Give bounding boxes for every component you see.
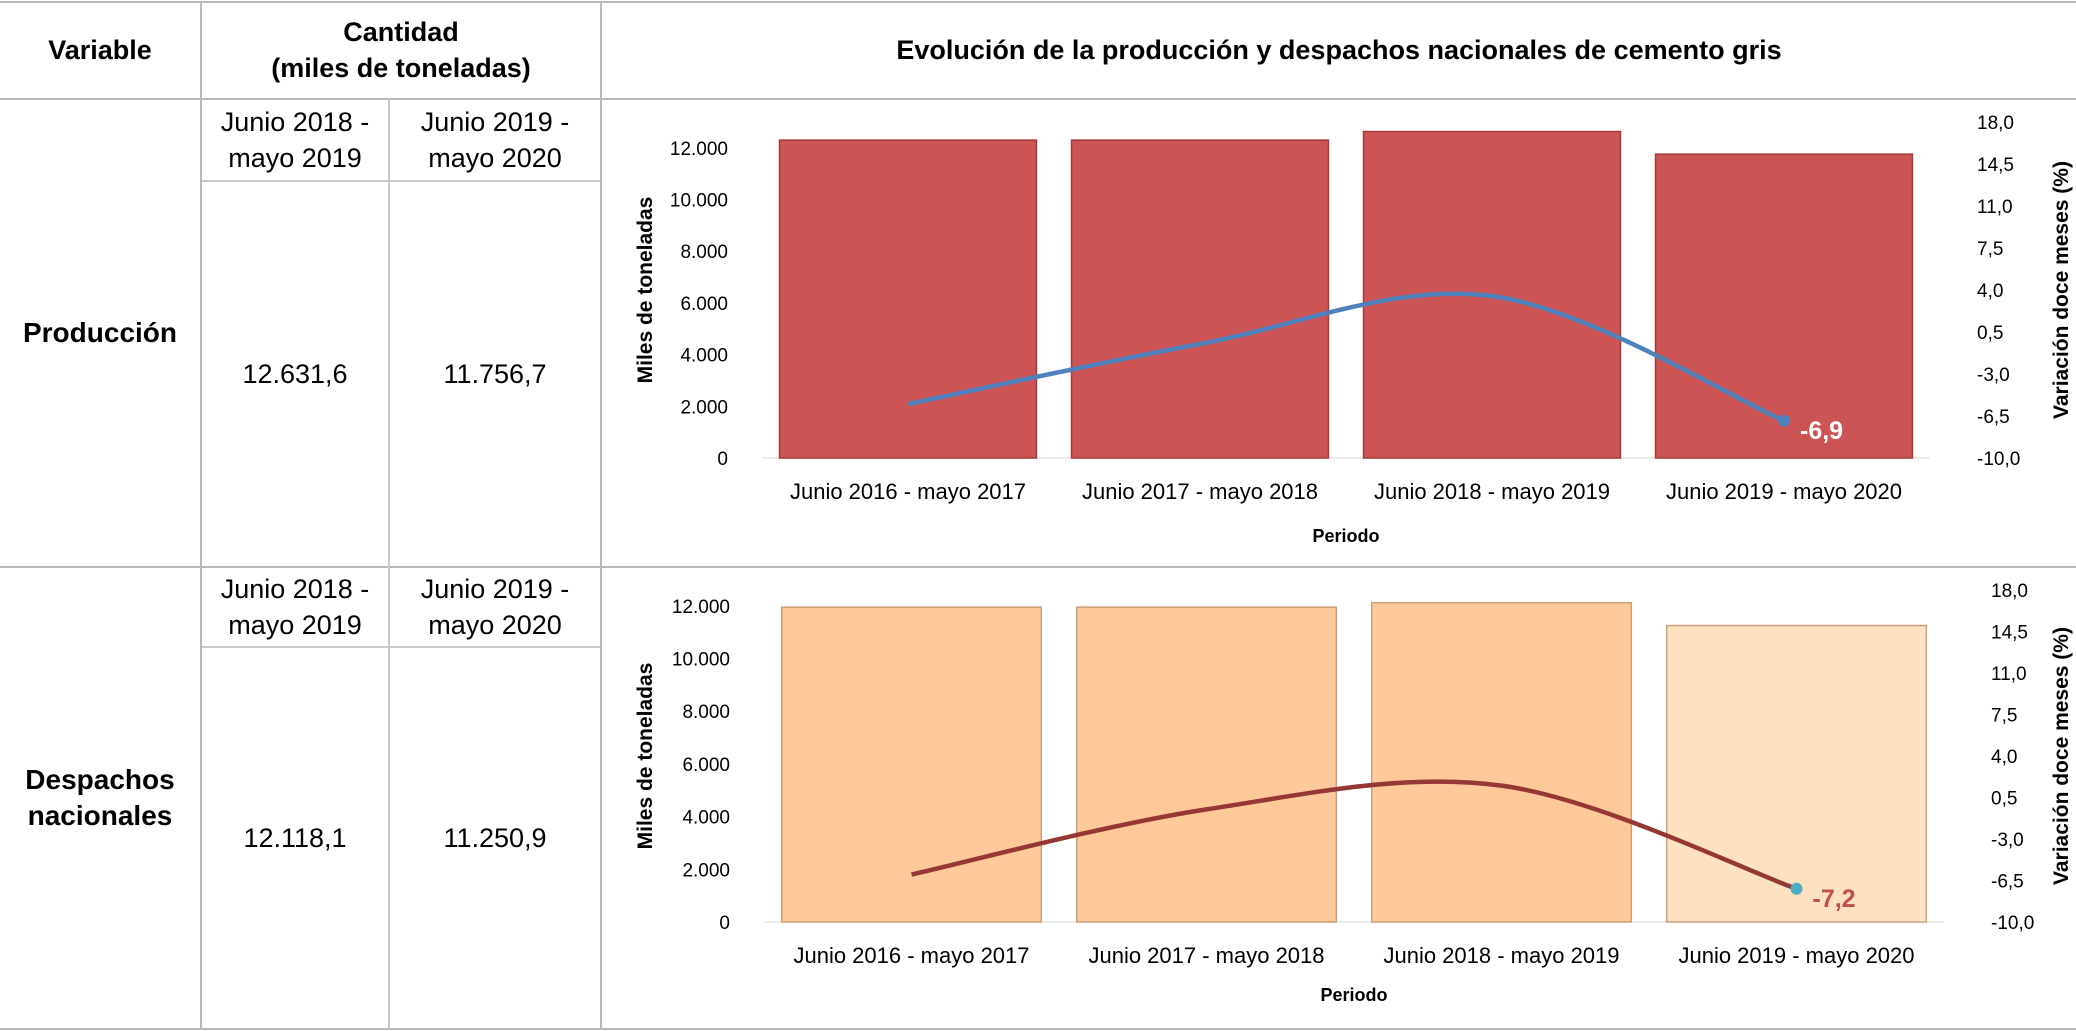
header-quantity-line2: (miles de toneladas) <box>271 53 531 83</box>
produccion-y2-tick-label: -3,0 <box>1977 365 2010 386</box>
produccion-category-label: Junio 2018 - mayo 2019 <box>1374 479 1610 504</box>
produccion-bar <box>1654 153 1914 459</box>
period-b-line2: mayo 2020 <box>428 610 562 640</box>
despachos-x-axis-title: Periodo <box>1320 985 1387 1005</box>
produccion-y2-tick-label: 7,5 <box>1977 239 2003 260</box>
row-label-produccion: Producción <box>0 100 200 566</box>
produccion-value-a: 12.631,6 <box>242 358 348 389</box>
row-label-text-line1: Despachos <box>25 763 175 795</box>
column-separator-2b <box>388 566 390 1028</box>
period-b-line2: mayo 2020 <box>428 143 562 173</box>
produccion-y2-tick-label: -6,5 <box>1977 407 2010 428</box>
produccion-y2-tick-label: 18,0 <box>1977 113 2014 134</box>
produccion-category-label: Junio 2019 - mayo 2020 <box>1666 479 1902 504</box>
despachos-y-tick-label: 6.000 <box>682 755 730 776</box>
produccion-y2-tick-label: 11,0 <box>1977 197 2013 218</box>
period-header-b: Junio 2019 - mayo 2020 <box>390 100 600 180</box>
produccion-y-tick-label: 8.000 <box>680 242 728 263</box>
produccion-variation-marker <box>1778 414 1790 427</box>
despachos-y-tick-label: 2.000 <box>682 860 730 881</box>
header-bottom-border <box>0 98 2076 100</box>
despachos-variation-data-label: -7,2 <box>1813 885 1856 913</box>
produccion-y-tick-label: 0 <box>717 449 728 470</box>
produccion-y2-tick-label: -10,0 <box>1977 449 2020 470</box>
despachos-category-label: Junio 2019 - mayo 2020 <box>1678 943 1914 968</box>
column-separator-3 <box>600 1 602 1029</box>
despachos-value-b: 11.250,9 <box>443 822 547 853</box>
despachos-bar <box>1370 601 1633 923</box>
despachos-variation-marker <box>1790 882 1803 895</box>
row-label-text-line2: nacionales <box>27 800 173 831</box>
period-b-line1: Junio 2019 - <box>420 106 570 137</box>
despachos-category-label: Junio 2018 - mayo 2019 <box>1383 943 1619 968</box>
despachos-y2-axis-title: Variación doce meses (%) <box>2050 627 2073 885</box>
period-a-line1: Junio 2018 - <box>220 106 370 137</box>
produccion-y-tick-label: 10.000 <box>670 191 728 212</box>
produccion-y2-axis-title: Variación doce meses (%) <box>2050 161 2073 419</box>
table-top-border <box>0 1 2076 3</box>
header-variable: Variable <box>48 34 152 65</box>
header-quantity: Cantidad (miles de toneladas) <box>202 2 600 98</box>
despachos-y-tick-label: 4.000 <box>682 808 730 829</box>
period-a-line1: Junio 2018 - <box>220 573 370 604</box>
produccion-y2-tick-label: 14,5 <box>1977 155 2014 176</box>
despachos-bar <box>1075 606 1338 923</box>
despachos-category-label: Junio 2016 - mayo 2017 <box>793 943 1029 968</box>
despachos-y-axis-title: Miles de toneladas <box>634 663 657 850</box>
produccion-value-b: 11.756,7 <box>443 358 547 389</box>
despachos-value-a: 12.118,1 <box>243 822 347 853</box>
despachos-y-tick-label: 0 <box>719 913 730 934</box>
row-label-despachos: Despachos nacionales <box>0 568 200 1028</box>
subheader-separator-1 <box>200 180 600 182</box>
despachos-y2-tick-label: -3,0 <box>1991 830 2024 851</box>
produccion-y-tick-label: 4.000 <box>680 346 728 367</box>
period-a-line2: mayo 2019 <box>228 610 362 640</box>
despachos-y2-tick-label: 0,5 <box>1991 789 2017 810</box>
despachos-y2-tick-label: 7,5 <box>1991 706 2017 727</box>
produccion-x-axis-title: Periodo <box>1312 526 1379 546</box>
despachos-y2-tick-label: -6,5 <box>1991 872 2024 893</box>
produccion-bar <box>1070 139 1330 459</box>
period-header-b: Junio 2019 - mayo 2020 <box>390 568 600 646</box>
produccion-y-axis-title: Miles de toneladas <box>634 197 657 384</box>
despachos-y-tick-label: 8.000 <box>682 702 730 723</box>
despachos-bar <box>780 606 1043 923</box>
produccion-y2-tick-label: 4,0 <box>1977 281 2003 302</box>
produccion-y-tick-label: 12.000 <box>670 139 728 160</box>
despachos-y2-tick-label: 4,0 <box>1991 747 2017 768</box>
produccion-bar <box>778 139 1038 459</box>
row-label-text: Producción <box>22 316 177 348</box>
despachos-y-tick-label: 12.000 <box>672 597 730 618</box>
row-separator <box>0 566 2076 568</box>
period-header-a: Junio 2018 - mayo 2019 <box>202 100 388 180</box>
produccion-y-tick-label: 2.000 <box>680 397 728 418</box>
table-bottom-border <box>0 1028 2076 1030</box>
despachos-y2-tick-label: 14,5 <box>1991 623 2028 644</box>
period-header-a: Junio 2018 - mayo 2019 <box>202 568 388 646</box>
column-separator-1 <box>200 1 202 1029</box>
despachos-variation-line <box>911 779 1798 891</box>
produccion-variation-data-label: -6,9 <box>1800 417 1843 445</box>
header-chart-title: Evolución de la producción y despachos n… <box>896 34 1782 65</box>
produccion-y2-tick-label: 0,5 <box>1977 323 2003 344</box>
produccion-category-label: Junio 2016 - mayo 2017 <box>790 479 1026 504</box>
produccion-variation-line <box>907 291 1785 423</box>
period-a-line2: mayo 2019 <box>228 143 362 173</box>
subheader-separator-2 <box>200 646 600 648</box>
produccion-category-label: Junio 2017 - mayo 2018 <box>1082 479 1318 504</box>
despachos-y2-tick-label: 11,0 <box>1991 664 2027 685</box>
despachos-y2-tick-label: -10,0 <box>1991 913 2034 934</box>
period-b-line1: Junio 2019 - <box>420 573 570 604</box>
produccion-y-tick-label: 6.000 <box>680 294 728 315</box>
header-quantity-line1: Cantidad <box>343 16 459 47</box>
despachos-bar <box>1665 624 1928 923</box>
column-separator-2a <box>388 98 390 566</box>
despachos-category-label: Junio 2017 - mayo 2018 <box>1088 943 1324 968</box>
despachos-y2-tick-label: 18,0 <box>1991 581 2028 602</box>
despachos-y-tick-label: 10.000 <box>672 650 730 671</box>
